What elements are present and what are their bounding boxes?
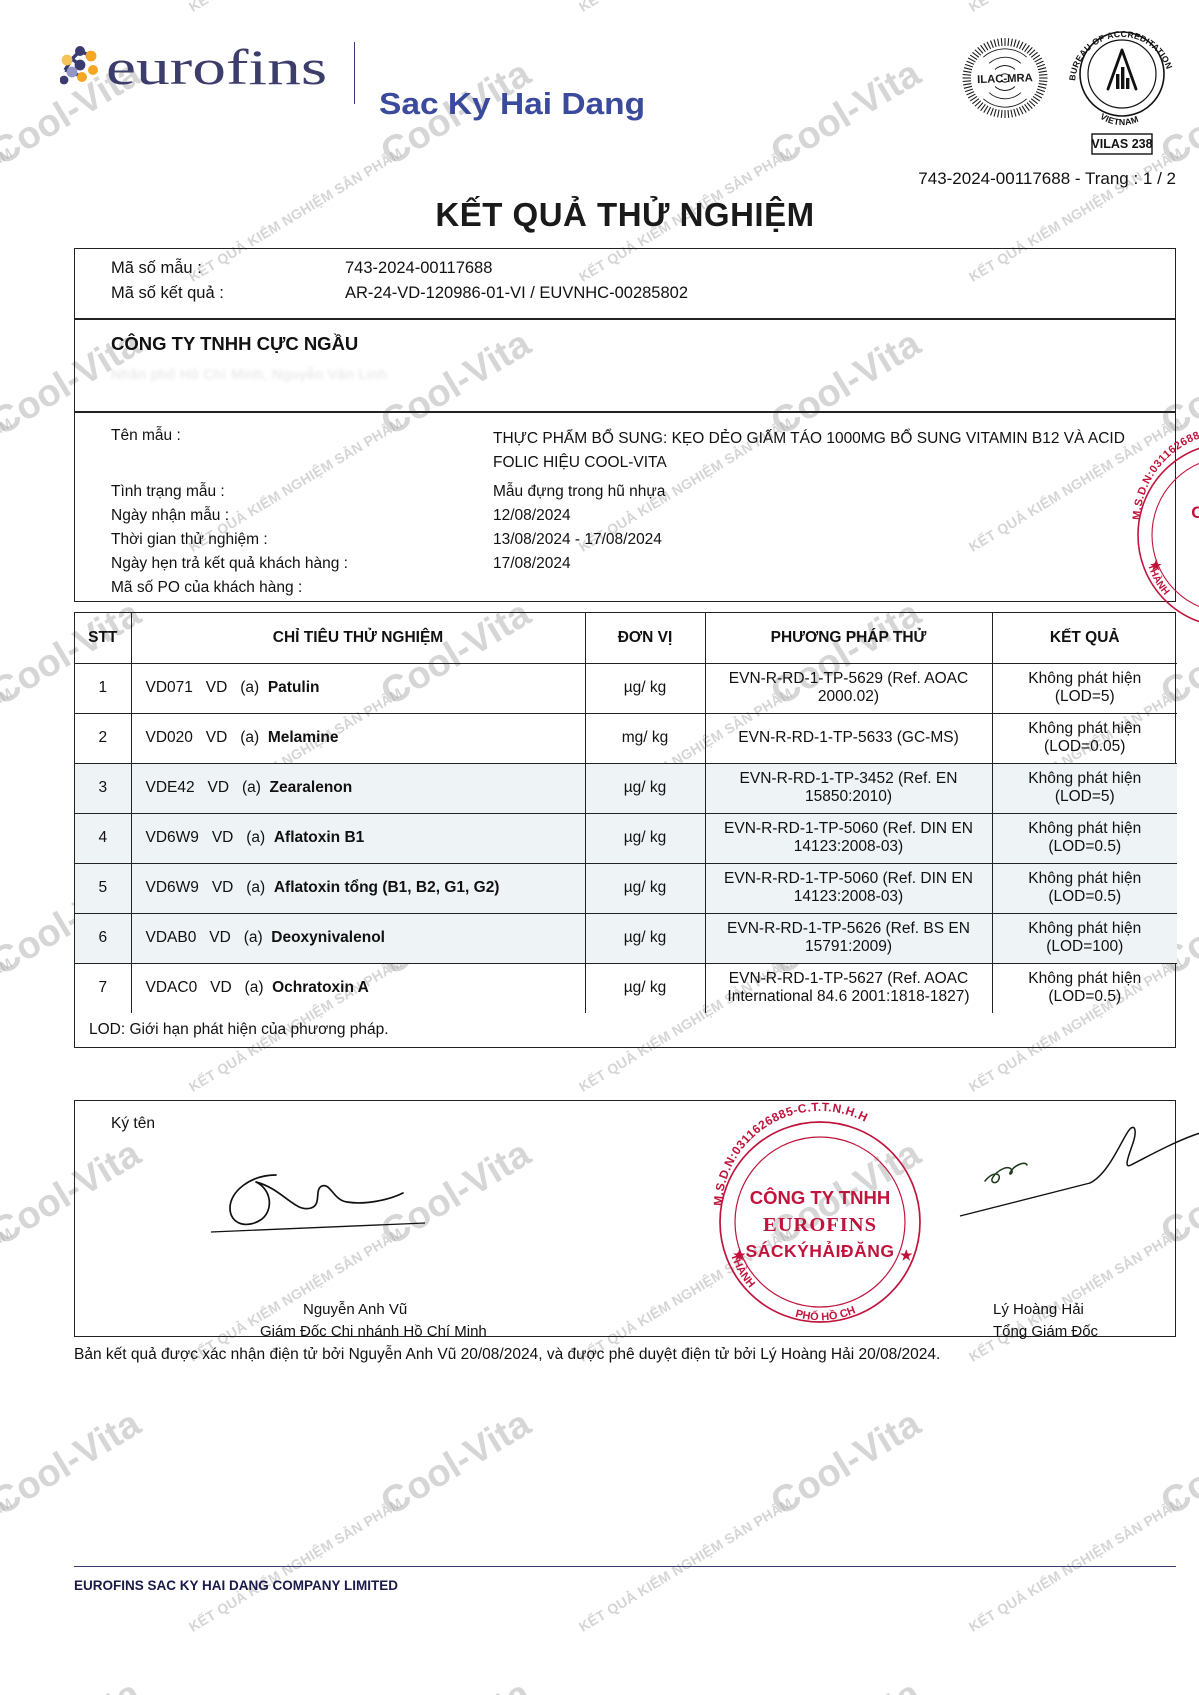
svg-text:★: ★ xyxy=(1150,558,1162,573)
svg-text:ILAC-MRA: ILAC-MRA xyxy=(977,72,1033,86)
svg-text:SÁCKÝHẢIĐĂNG: SÁCKÝHẢIĐĂNG xyxy=(746,1240,895,1261)
svg-text:★: ★ xyxy=(733,1247,746,1263)
svg-text:VILAS 238: VILAS 238 xyxy=(1091,137,1152,151)
svg-text:CÔNG TY: CÔNG TY xyxy=(1191,503,1199,522)
svg-text:M.S.D.N:0311626885-C.T.T.N.H.H: M.S.D.N:0311626885-C.T.T.N.H.H xyxy=(1131,424,1199,520)
svg-text:CÔNG TY TNHH: CÔNG TY TNHH xyxy=(750,1187,890,1208)
svg-text:EUROFINS: EUROFINS xyxy=(763,1214,877,1236)
svg-text:★: ★ xyxy=(900,1247,913,1263)
